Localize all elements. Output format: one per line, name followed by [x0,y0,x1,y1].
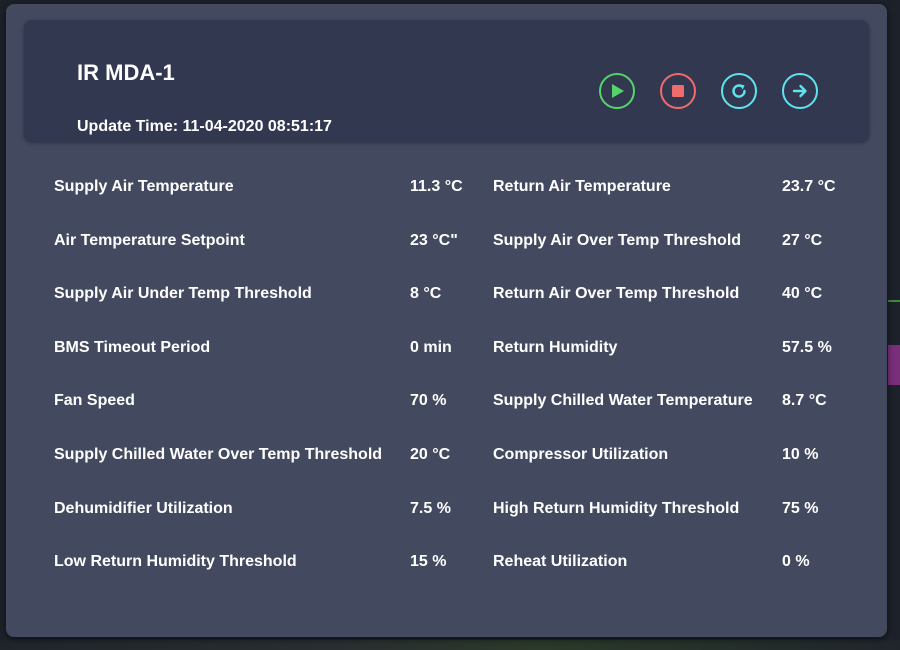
stop-button[interactable] [660,73,696,109]
metric-value: 20 °C [410,445,451,463]
metric-label: Supply Chilled Water Over Temp Threshold [54,445,383,463]
metric-value: 7.5 % [410,499,451,517]
refresh-button[interactable] [721,73,757,109]
metric-label: Return Humidity [493,338,618,356]
metric-value: 40 °C [782,285,823,303]
metric-value: 75 % [782,499,819,517]
metric-label: Reheat Utilization [493,553,628,571]
metric-row: Supply Air Temperature 11.3 °C Return Ai… [54,168,874,222]
metric-value: 23.7 °C [782,178,836,195]
metric-value: 10 % [782,445,819,463]
metric-label: High Return Humidity Threshold [493,499,740,517]
metric-value: 27 °C [782,231,823,249]
metric-value: 23 °C" [410,231,458,249]
metric-value: 15 % [410,553,447,571]
metric-value: 57.5 % [782,338,832,356]
metric-label: Supply Air Over Temp Threshold [493,231,742,249]
metric-label: BMS Timeout Period [54,338,211,356]
metric-value: 11.3 °C [410,178,463,195]
stop-icon [672,85,684,97]
background-chart-line [888,300,900,302]
update-time: Update Time: 11-04-2020 08:51:17 [77,118,332,135]
metric-row: Fan Speed 70 % Supply Chilled Water Temp… [54,382,874,436]
metric-label: Return Air Over Temp Threshold [493,285,740,303]
background-chart-strip [0,640,900,650]
metric-row: Supply Chilled Water Over Temp Threshold… [54,436,874,490]
metric-value: 70 % [410,392,447,410]
metric-label: Dehumidifier Utilization [54,499,233,517]
metric-label: Fan Speed [54,392,135,410]
control-buttons [599,73,818,109]
metric-row: Supply Air Under Temp Threshold 8 °C Ret… [54,275,874,329]
metrics-grid: Supply Air Temperature 11.3 °C Return Ai… [54,168,874,597]
play-button[interactable] [599,73,635,109]
metric-value: 0 % [782,553,810,571]
unit-title: IR MDA-1 [77,60,175,85]
metric-label: Supply Air Temperature [54,178,234,195]
metric-value: 8 °C [410,285,442,303]
play-icon [612,84,624,98]
metric-row: Dehumidifier Utilization 7.5 % High Retu… [54,490,874,544]
metric-row: Air Temperature Setpoint 23 °C" Supply A… [54,222,874,276]
metric-label: Return Air Temperature [493,178,671,195]
background-chart-line [888,345,900,385]
metric-label: Air Temperature Setpoint [54,231,245,249]
metric-row: BMS Timeout Period 0 min Return Humidity… [54,329,874,383]
forward-button[interactable] [782,73,818,109]
metric-value: 0 min [410,338,452,356]
metric-label: Low Return Humidity Threshold [54,553,297,571]
panel-header: IR MDA-1 Update Time: 11-04-2020 08:51:1… [24,20,869,142]
metric-row: Low Return Humidity Threshold 15 % Rehea… [54,543,874,597]
metric-label: Compressor Utilization [493,445,669,463]
unit-detail-panel: IR MDA-1 Update Time: 11-04-2020 08:51:1… [6,4,887,637]
metric-value: 8.7 °C [782,392,827,410]
arrow-right-icon [792,84,807,98]
metric-label: Supply Chilled Water Temperature [493,392,753,410]
metric-label: Supply Air Under Temp Threshold [54,285,312,303]
refresh-icon [732,84,746,98]
